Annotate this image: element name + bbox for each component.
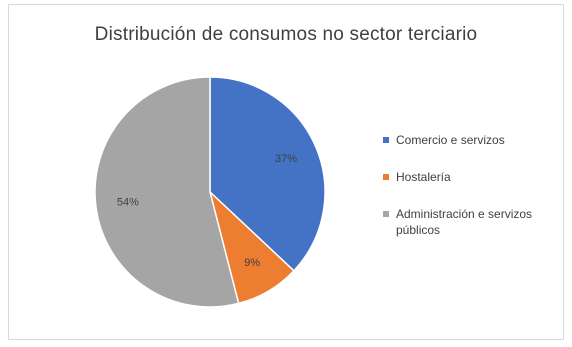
legend-swatch-comercio bbox=[383, 137, 389, 143]
pie-slice-comercio bbox=[209, 76, 326, 272]
legend-swatch-hostaleria bbox=[383, 174, 389, 180]
data-label-comercio: 37% bbox=[275, 153, 297, 165]
legend-item-administracion: Administración e servizos públicos bbox=[383, 206, 563, 238]
pie-slice-administracion bbox=[94, 76, 240, 308]
legend-item-comercio: Comercio e servizos bbox=[383, 132, 563, 148]
data-label-hostaleria: 9% bbox=[244, 257, 260, 269]
legend-item-hostaleria: Hostalería bbox=[383, 169, 563, 185]
data-label-administracion: 54% bbox=[117, 196, 139, 208]
chart-title: Distribución de consumos no sector terci… bbox=[94, 24, 478, 45]
legend-swatch-administracion bbox=[383, 211, 389, 217]
legend-label-administracion: Administración e servizos públicos bbox=[396, 207, 533, 237]
legend: Comercio e servizos Hostalería Administr… bbox=[383, 132, 563, 259]
legend-label-hostaleria: Hostalería bbox=[396, 170, 451, 184]
legend-label-comercio: Comercio e servizos bbox=[396, 133, 505, 147]
